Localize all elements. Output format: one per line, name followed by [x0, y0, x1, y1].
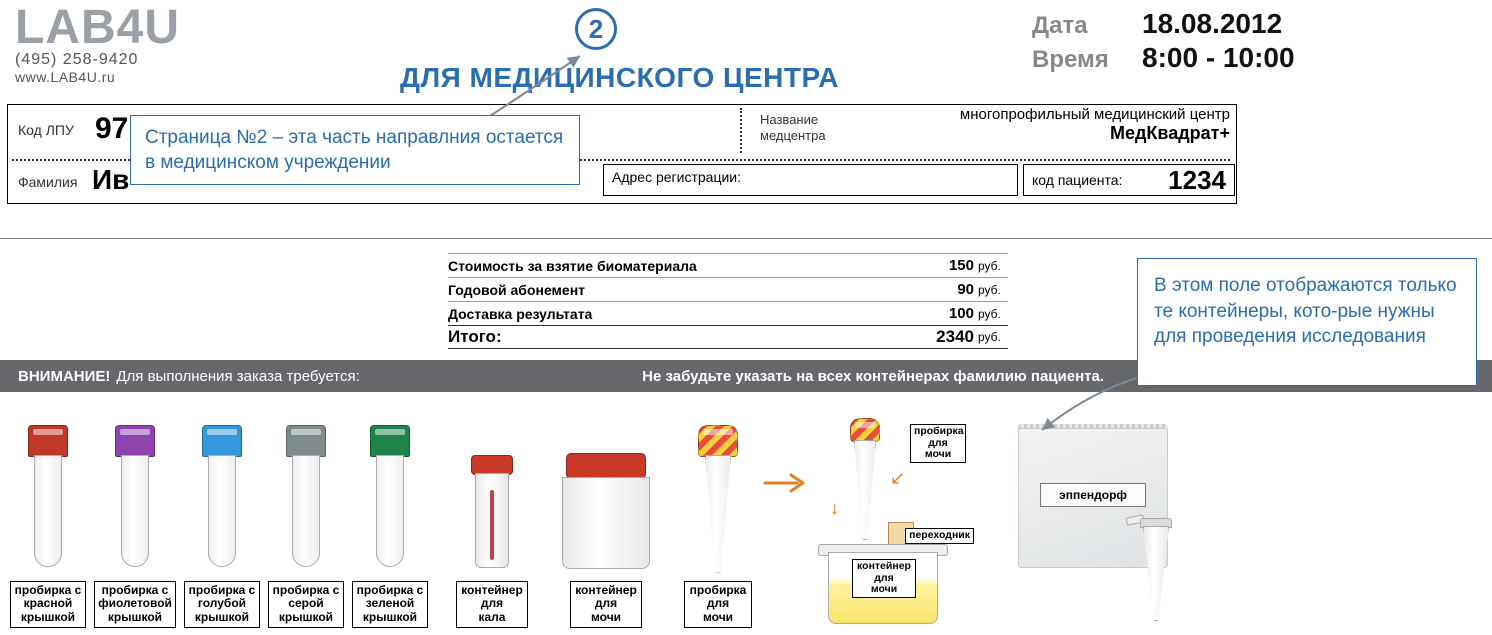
- logo-url: www.LAB4U.ru: [15, 69, 180, 85]
- center-title: ДЛЯ МЕДИЦИНСКОГО ЦЕНТРА: [400, 62, 839, 94]
- kit-adapter-label: переходник: [905, 528, 974, 544]
- urine-kit: пробиркадлямочи ↙ переходник ↓ контейнер…: [810, 418, 970, 628]
- time-value: 8:00 - 10:00: [1142, 42, 1295, 74]
- callout-page2: Страница №2 – эта часть направлния остае…: [130, 115, 580, 185]
- kit-tube-label: пробиркадлямочи: [910, 424, 966, 463]
- cost-row: Годовой абонемент 90 руб.: [448, 277, 1008, 301]
- date-label: Дата: [1032, 12, 1142, 40]
- header: LAB4U (495) 258-9420 www.LAB4U.ru 2 ДЛЯ …: [0, 0, 1492, 100]
- cost-total-row: Итого: 2340 руб.: [448, 325, 1008, 349]
- date-value: 18.08.2012: [1142, 8, 1282, 40]
- date-time-block: Дата 18.08.2012 Время 8:00 - 10:00: [1032, 8, 1422, 76]
- callout1-arrow: [470, 50, 600, 120]
- address-label: Адрес регистрации:: [612, 169, 741, 185]
- patient-code-label: код пациента:: [1032, 172, 1122, 188]
- cost-row: Доставка результата 100 руб.: [448, 301, 1008, 325]
- surname-value: Ив: [92, 164, 129, 196]
- address-box: Адрес регистрации:: [603, 164, 1018, 196]
- kod-lpu-label: Код ЛПУ: [18, 122, 74, 138]
- jar-urine: контейнердлямочи: [556, 445, 656, 628]
- kod-lpu-value: 97: [95, 112, 128, 146]
- medcenter-label: Название медцентра: [760, 112, 826, 143]
- callout-containers: В этом поле отображаются только те конте…: [1137, 258, 1477, 386]
- tube-violet: пробирка сфиолетовойкрышкой: [94, 425, 176, 628]
- time-label: Время: [1032, 46, 1142, 74]
- attention-left: Для выполнения заказа требуется:: [116, 368, 359, 385]
- logo-block: LAB4U (495) 258-9420 www.LAB4U.ru: [15, 0, 180, 85]
- patient-code-box: код пациента: 1234: [1023, 164, 1235, 196]
- patient-code-value: 1234: [1168, 165, 1226, 196]
- attention-prefix: ВНИМАНИЕ!: [18, 368, 110, 385]
- kit-arrow-down2-icon: ↓: [830, 498, 839, 519]
- callout2-arrow: [1032, 370, 1152, 440]
- tube-urine-cone: пробиркадлямочи: [684, 425, 752, 628]
- medcenter-value: многопрофильный медицинский центр МедКва…: [880, 106, 1230, 144]
- jar-stool: контейнердлякала: [456, 445, 528, 628]
- kit-cup-label: контейнердлямочи: [852, 559, 916, 598]
- tube-green: пробирка сзеленойкрышкой: [352, 425, 428, 628]
- kit-arrow-down-icon: ↙: [890, 468, 905, 489]
- surname-label: Фамилия: [18, 174, 77, 190]
- tube-blue: пробирка сголубойкрышкой: [184, 425, 260, 628]
- page-number-badge: 2: [575, 8, 617, 50]
- arrow-right-icon: [760, 471, 810, 495]
- body-divider: [0, 238, 1492, 239]
- eppendorf-label: эппендорф: [1040, 483, 1146, 507]
- dotted-divider-v: [740, 108, 742, 153]
- cost-table: Стоимость за взятие биоматериала 150 руб…: [448, 253, 1008, 349]
- tube-red: пробирка скраснойкрышкой: [10, 425, 86, 628]
- logo-name: LAB4U: [15, 0, 180, 55]
- tube-grey: пробирка ссеройкрышкой: [268, 425, 344, 628]
- eppendorf-tube-icon: [1134, 518, 1178, 628]
- containers-row: пробирка скраснойкрышкой пробирка сфиоле…: [10, 398, 1482, 628]
- eppendorf-bag: эппендорф: [1018, 418, 1188, 628]
- cost-row: Стоимость за взятие биоматериала 150 руб…: [448, 253, 1008, 277]
